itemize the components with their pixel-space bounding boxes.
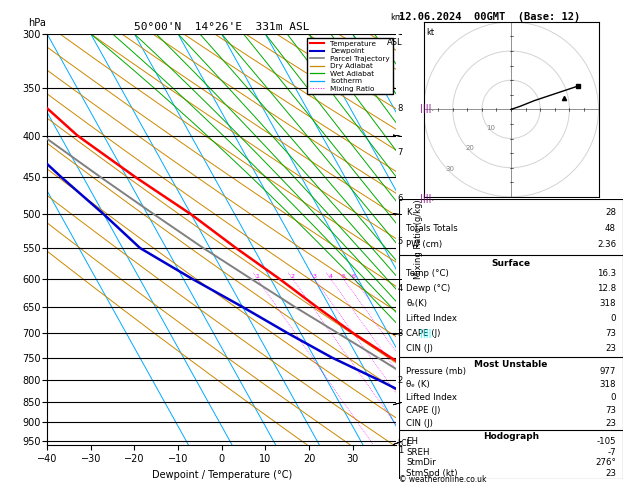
Text: 6: 6 xyxy=(352,274,356,279)
Text: -7: -7 xyxy=(608,448,616,457)
Text: Lifted Index: Lifted Index xyxy=(406,393,457,402)
Text: Totals Totals: Totals Totals xyxy=(406,224,458,233)
Text: 30: 30 xyxy=(445,166,454,172)
Text: 20: 20 xyxy=(466,145,475,151)
Text: 276°: 276° xyxy=(595,458,616,468)
Text: StmDir: StmDir xyxy=(406,458,436,468)
Text: 1: 1 xyxy=(255,274,259,279)
Text: 73: 73 xyxy=(605,329,616,338)
Text: ASL: ASL xyxy=(387,38,403,47)
Text: CIN (J): CIN (J) xyxy=(406,344,433,353)
Text: Hodograph: Hodograph xyxy=(483,432,539,441)
Text: -105: -105 xyxy=(596,437,616,446)
Text: 23: 23 xyxy=(605,344,616,353)
Text: 3: 3 xyxy=(398,329,403,338)
X-axis label: Dewpoint / Temperature (°C): Dewpoint / Temperature (°C) xyxy=(152,470,292,480)
Text: K: K xyxy=(406,208,412,217)
Text: Dewp (°C): Dewp (°C) xyxy=(406,284,450,293)
Text: 16.3: 16.3 xyxy=(597,269,616,278)
Text: SREH: SREH xyxy=(406,448,430,457)
Text: 23: 23 xyxy=(605,418,616,428)
Text: CIN (J): CIN (J) xyxy=(406,418,433,428)
Text: 73: 73 xyxy=(605,406,616,415)
Text: Lifted Index: Lifted Index xyxy=(406,314,457,323)
Text: 2: 2 xyxy=(398,376,403,385)
Text: PW (cm): PW (cm) xyxy=(406,241,442,249)
Text: 5: 5 xyxy=(342,274,345,279)
Text: 7: 7 xyxy=(398,148,403,157)
Text: 4: 4 xyxy=(328,274,333,279)
Text: 2.36: 2.36 xyxy=(597,241,616,249)
Text: ||||.: ||||. xyxy=(420,329,434,338)
Text: © weatheronline.co.uk: © weatheronline.co.uk xyxy=(399,474,487,484)
Text: 5: 5 xyxy=(398,237,403,246)
Text: 12.06.2024  00GMT  (Base: 12): 12.06.2024 00GMT (Base: 12) xyxy=(399,12,581,22)
Text: hPa: hPa xyxy=(28,18,46,28)
Text: 0: 0 xyxy=(611,314,616,323)
Text: Most Unstable: Most Unstable xyxy=(474,360,548,369)
Text: Temp (°C): Temp (°C) xyxy=(406,269,449,278)
Text: Pressure (mb): Pressure (mb) xyxy=(406,367,466,376)
Text: ||||.: ||||. xyxy=(420,104,434,113)
Text: EH: EH xyxy=(406,437,418,446)
Legend: Temperature, Dewpoint, Parcel Trajectory, Dry Adiabat, Wet Adiabat, Isotherm, Mi: Temperature, Dewpoint, Parcel Trajectory… xyxy=(307,37,392,94)
Text: θₑ (K): θₑ (K) xyxy=(406,380,430,389)
Text: ||||.: ||||. xyxy=(420,194,434,203)
Text: 1: 1 xyxy=(398,446,403,455)
Text: 6: 6 xyxy=(398,194,403,203)
Text: 12.8: 12.8 xyxy=(597,284,616,293)
Text: 318: 318 xyxy=(599,380,616,389)
Text: km: km xyxy=(390,13,403,22)
Text: StmSpd (kt): StmSpd (kt) xyxy=(406,469,458,478)
Text: 8: 8 xyxy=(398,104,403,113)
Text: 23: 23 xyxy=(605,469,616,478)
Text: 10: 10 xyxy=(486,125,495,131)
Text: LCL: LCL xyxy=(398,439,411,448)
Text: 0: 0 xyxy=(611,393,616,402)
Text: 318: 318 xyxy=(599,299,616,308)
Title: 50°00'N  14°26'E  331m ASL: 50°00'N 14°26'E 331m ASL xyxy=(134,22,309,32)
Text: Surface: Surface xyxy=(491,259,531,268)
Text: 48: 48 xyxy=(605,224,616,233)
Text: 977: 977 xyxy=(599,367,616,376)
Text: 4: 4 xyxy=(398,283,403,293)
Text: kt: kt xyxy=(426,28,435,37)
Text: θₑ(K): θₑ(K) xyxy=(406,299,427,308)
Text: 2: 2 xyxy=(291,274,294,279)
Text: CAPE (J): CAPE (J) xyxy=(406,406,440,415)
Text: CAPE (J): CAPE (J) xyxy=(406,329,440,338)
Text: 28: 28 xyxy=(605,208,616,217)
Text: 3: 3 xyxy=(313,274,316,279)
Text: Mixing Ratio (g/kg): Mixing Ratio (g/kg) xyxy=(414,200,423,279)
